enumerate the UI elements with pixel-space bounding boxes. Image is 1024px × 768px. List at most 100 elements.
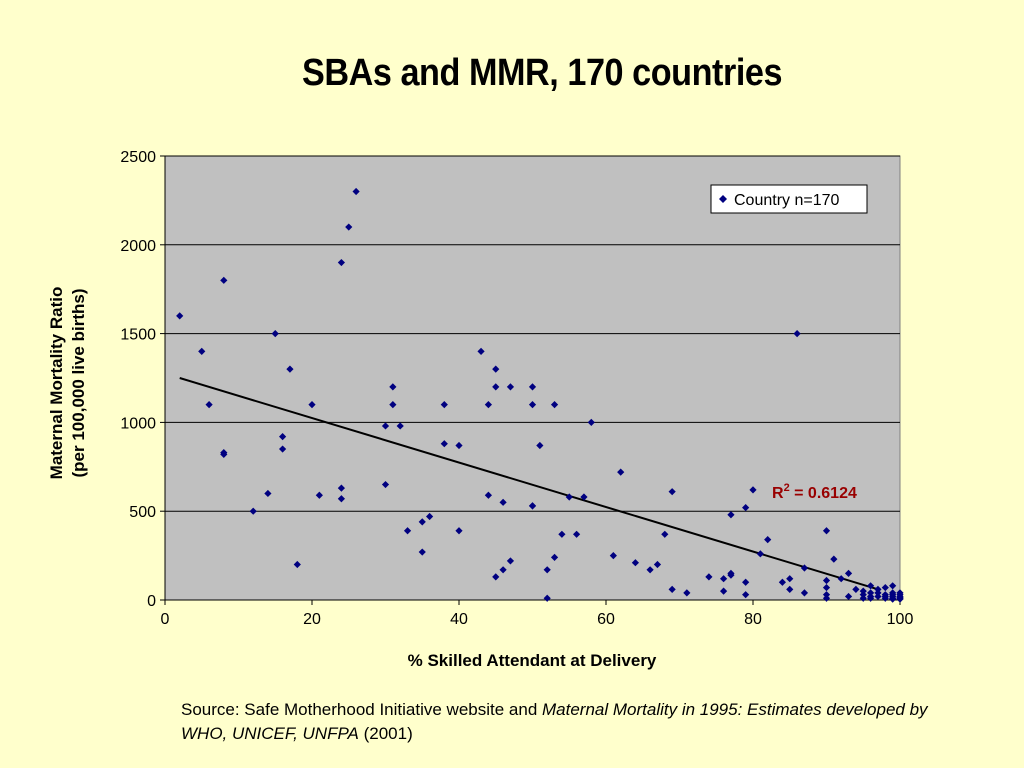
r2-value: = 0.6124 [790, 485, 857, 502]
data-point [756, 550, 764, 558]
data-point [352, 187, 360, 196]
data-point [786, 575, 794, 583]
data-point [822, 583, 831, 592]
plot-area [164, 155, 901, 601]
data-point [742, 578, 750, 586]
data-point [279, 433, 287, 441]
data-point [528, 401, 537, 409]
x-tick-label-20: 20 [303, 611, 321, 628]
data-point [587, 418, 595, 426]
data-point [440, 401, 448, 409]
y-tick-label-2000: 2000 [120, 238, 156, 255]
data-point [859, 594, 867, 602]
data-point [720, 575, 728, 583]
data-point [727, 571, 735, 579]
data-point [389, 383, 397, 391]
data-point [418, 518, 426, 526]
data-point [543, 566, 551, 574]
slide-title: SBAs and MMR, 170 countries [301, 52, 783, 94]
y-tick-label-1000: 1000 [120, 415, 156, 432]
data-point [506, 383, 515, 391]
source-publication: Maternal Mortality in 1995: Estimates de… [181, 700, 928, 743]
data-point [852, 585, 860, 593]
data-point [749, 486, 757, 494]
r-squared-label: R2 = 0.6124 [772, 482, 857, 502]
axes [160, 155, 901, 605]
data-point [426, 512, 434, 521]
data-point [867, 594, 875, 602]
y-tick-label-500: 500 [129, 504, 156, 521]
data-point [337, 258, 345, 267]
data-point [573, 530, 581, 538]
data-point [646, 566, 654, 574]
data-point [543, 594, 551, 602]
data-point [536, 441, 544, 450]
data-point [264, 489, 272, 498]
data-point [683, 589, 691, 597]
data-point [403, 527, 412, 535]
data-point [668, 585, 676, 593]
data-point [653, 560, 662, 569]
y-tick-label-0: 0 [147, 593, 156, 610]
data-point [249, 507, 257, 515]
data-point [484, 491, 492, 499]
data-point [822, 527, 831, 535]
data-point [668, 488, 676, 496]
data-point [337, 484, 345, 492]
legend: Country n=170 [710, 184, 868, 214]
data-point [293, 560, 301, 569]
data-point [889, 591, 897, 599]
data-point [793, 330, 801, 338]
data-point [550, 401, 559, 409]
data-point [176, 312, 184, 320]
data-point [455, 441, 463, 450]
data-point [742, 504, 750, 512]
data-point [205, 401, 213, 409]
data-point [786, 585, 794, 593]
data-point [881, 583, 889, 592]
data-point [345, 223, 353, 231]
x-tick-label-100: 100 [887, 611, 914, 628]
data-point [844, 569, 853, 577]
data-point [889, 595, 897, 603]
data-point [506, 557, 515, 565]
data-point [492, 573, 500, 581]
legend-marker [719, 195, 727, 203]
data-point [822, 576, 831, 585]
data-point [896, 591, 904, 599]
legend-label: Country n=170 [734, 192, 840, 209]
data-point [484, 401, 492, 409]
data-point [499, 566, 507, 574]
data-point [418, 548, 426, 556]
data-point [727, 511, 735, 519]
data-point [381, 422, 390, 430]
data-point [271, 330, 279, 338]
data-point [279, 445, 287, 453]
x-tick-label-40: 40 [450, 611, 468, 628]
x-tick-label-60: 60 [597, 611, 615, 628]
data-point [565, 493, 573, 501]
data-point [742, 591, 750, 599]
data-point [867, 582, 875, 590]
data-point [308, 401, 316, 409]
data-point [337, 495, 345, 503]
y-axis-title-line1: Maternal Mortality Ratio [47, 287, 66, 480]
data-point [609, 552, 617, 560]
data-point [889, 582, 897, 590]
x-tick-label-80: 80 [744, 611, 762, 628]
data-point [220, 450, 228, 458]
legend-box [710, 184, 868, 214]
gridlines [165, 155, 900, 512]
data-point [837, 575, 845, 583]
data-point [528, 383, 537, 391]
data-point [822, 594, 831, 602]
data-point [800, 564, 809, 572]
data-point [661, 530, 669, 538]
data-point [455, 527, 463, 535]
data-point [389, 401, 397, 409]
source-note: Source: Safe Motherhood Initiative websi… [181, 698, 941, 746]
data-point [440, 440, 448, 448]
r2-exponent: 2 [784, 482, 790, 494]
data-point [580, 493, 588, 501]
data-point [844, 592, 853, 601]
